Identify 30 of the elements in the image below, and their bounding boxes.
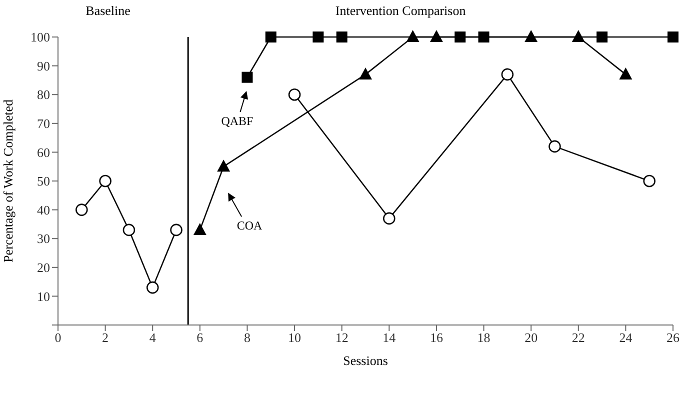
- legend-label: QABF: [221, 114, 254, 128]
- y-tick-label: 60: [37, 144, 50, 160]
- y-tick-label: 70: [37, 116, 50, 132]
- y-tick-label: 20: [37, 260, 50, 276]
- y-tick-label: 40: [37, 202, 50, 218]
- y-axis-title: Percentage of Work Completed: [0, 99, 16, 262]
- legend-label: COA: [236, 218, 263, 233]
- x-tick-label: 16: [430, 330, 444, 346]
- x-tick-label: 22: [572, 330, 585, 346]
- y-tick-label: 50: [37, 174, 50, 189]
- y-tick-label: 30: [37, 231, 50, 246]
- x-axis-title: Sessions: [343, 353, 388, 368]
- x-tick-label: 6: [196, 330, 204, 346]
- y-tick-label: 10: [37, 288, 50, 304]
- x-tick-label: 10: [288, 330, 302, 346]
- x-tick-label: 4: [149, 330, 156, 346]
- y-tick-label: 80: [37, 87, 50, 102]
- y-tick-label: 90: [37, 58, 50, 74]
- x-tick-label: 12: [335, 330, 348, 346]
- y-tick-label: 100: [30, 30, 50, 45]
- x-tick-label: 14: [382, 330, 396, 346]
- x-tick-label: 20: [524, 330, 538, 346]
- x-tick-label: 26: [666, 330, 680, 346]
- x-tick-label: 2: [102, 330, 109, 346]
- x-tick-label: 24: [619, 330, 633, 346]
- text: Baseline: [86, 3, 131, 18]
- x-tick-label: 0: [54, 330, 62, 346]
- x-tick-label: 18: [477, 330, 490, 346]
- text: Intervention Comparison: [335, 3, 466, 18]
- x-tick-label: 8: [244, 330, 250, 346]
